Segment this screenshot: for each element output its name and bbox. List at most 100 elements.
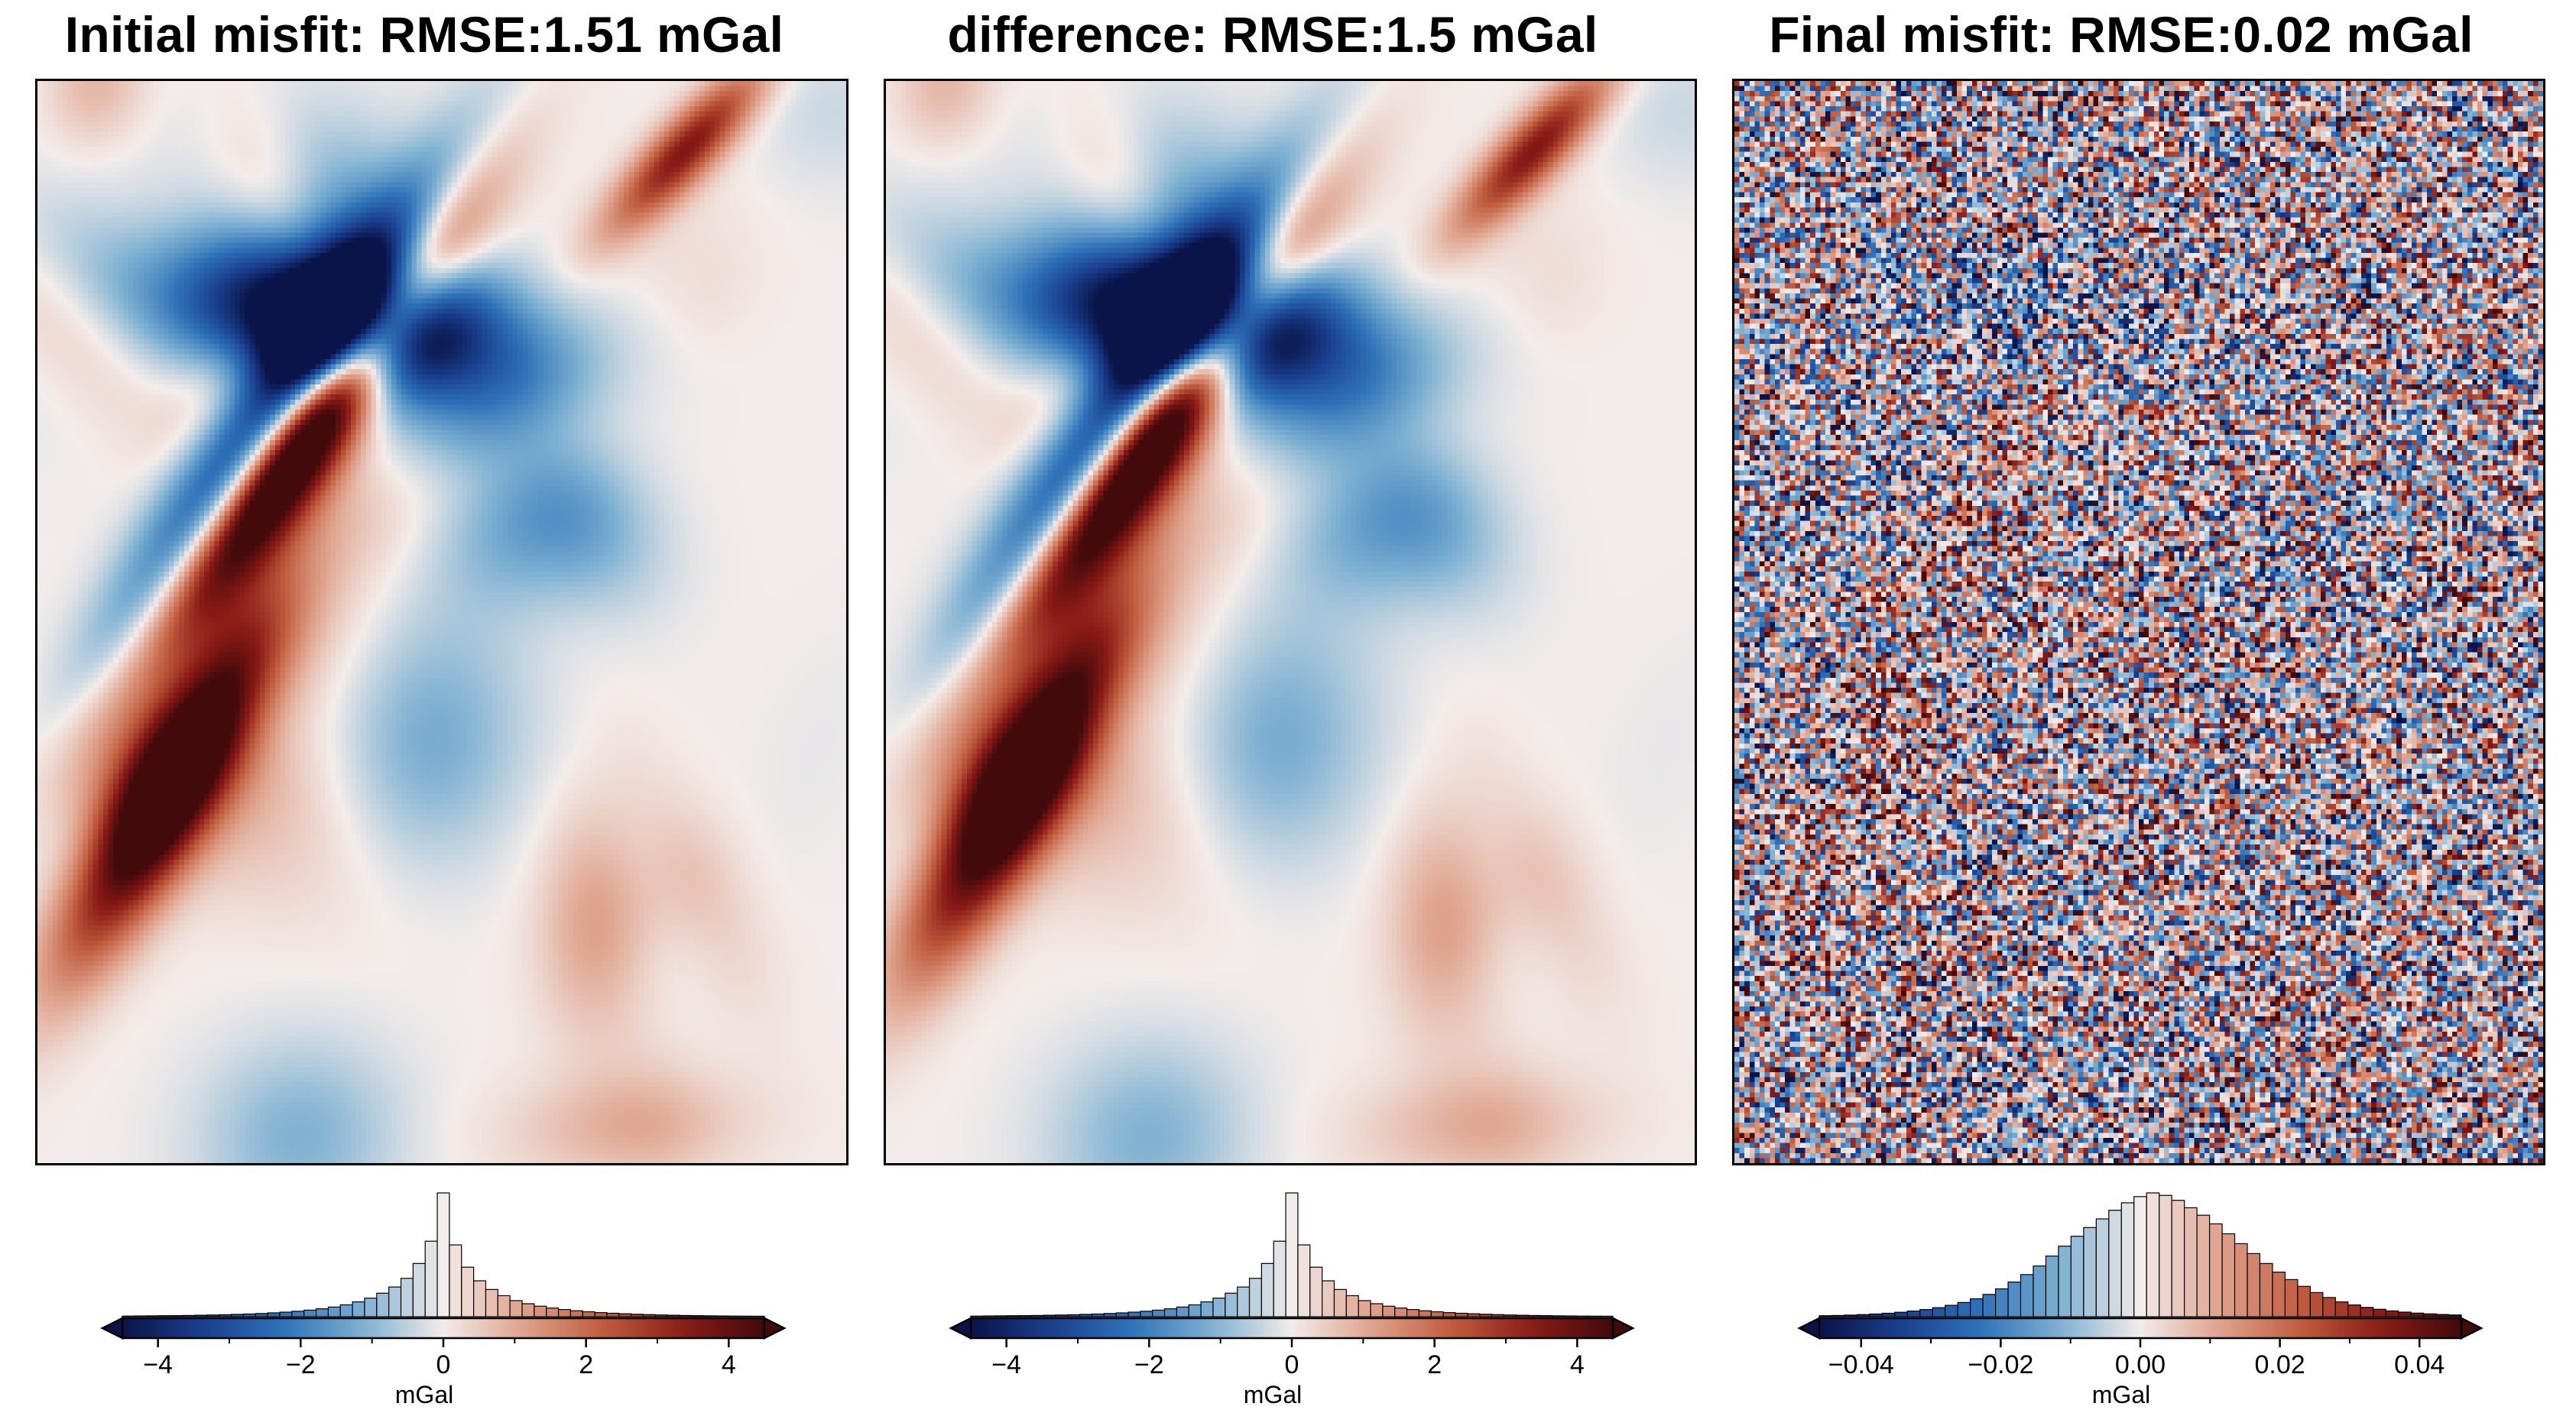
colorbar-gradient [969, 1317, 1614, 1340]
chart-title: difference: RMSE:1.5 mGal [947, 6, 1598, 63]
histogram-bar [1115, 1312, 1129, 1317]
histogram-bar [1030, 1314, 1044, 1317]
histogram-bar [1539, 1315, 1553, 1317]
histogram-bar [1176, 1306, 1189, 1317]
histogram-bar [2410, 1312, 2425, 1317]
histogram-bar [1881, 1312, 1896, 1317]
histogram-bar [1248, 1278, 1262, 1317]
colorbar-tick-label: −2 [1134, 1350, 1164, 1376]
histogram-bar [267, 1312, 281, 1317]
colorbar-tick-label: 0.02 [2255, 1350, 2305, 1376]
histogram-bar [364, 1298, 378, 1317]
histogram-bar [1906, 1310, 1921, 1317]
histogram-bar [2159, 1194, 2172, 1317]
histogram-bar [1455, 1312, 1468, 1317]
colorbar-histogram: −4 −2 0 2 4 [949, 1192, 1635, 1376]
histogram-bar [618, 1313, 632, 1317]
histogram-bar [2083, 1227, 2097, 1317]
histogram-bar [2196, 1214, 2211, 1317]
histogram-bar [2058, 1246, 2072, 1317]
misfit-map [35, 79, 848, 1165]
final-misfit-grid [1734, 81, 2543, 1163]
colorbar-tick-label: −4 [143, 1350, 173, 1376]
histogram-bar [303, 1309, 317, 1317]
histogram-bar [2422, 1313, 2437, 1317]
histogram-bar [1856, 1314, 1870, 1317]
histogram-bar [449, 1244, 462, 1317]
histogram-bar [2184, 1207, 2198, 1317]
histogram-bar [146, 1315, 160, 1317]
panel-difference: difference: RMSE:1.5 mGal −4 −2 0 2 4 mGal [848, 0, 1697, 1413]
difference-grid [886, 81, 1695, 1163]
colorbar-unit-label: mGal [2091, 1381, 2151, 1408]
histogram-bar [1152, 1309, 1166, 1317]
colorbar: −0.04 −0.02 0.00 0.02 0.04 mGal [1697, 1177, 2545, 1413]
histogram-bar [2448, 1314, 2462, 1317]
histogram-bar [206, 1314, 220, 1317]
colorbar-unit-label: mGal [1243, 1381, 1303, 1408]
colorbar-low-triangle [100, 1316, 124, 1340]
histogram-bar [412, 1262, 426, 1317]
histogram-bar [400, 1278, 414, 1317]
colorbar-histogram: −4 −2 0 2 4 [100, 1192, 787, 1376]
histogram-bar [327, 1306, 341, 1317]
histogram-bar [1945, 1304, 1958, 1317]
histogram-bar [654, 1314, 668, 1317]
colorbar-tick-label: 0.00 [2115, 1350, 2166, 1376]
histogram-bar [1322, 1280, 1335, 1317]
histogram-bar [1869, 1313, 1883, 1317]
histogram-bar [2020, 1274, 2034, 1317]
histogram-bar [739, 1315, 753, 1317]
histogram-bar [170, 1314, 183, 1317]
colorbar-tick-label: 2 [579, 1350, 593, 1376]
histogram-bar [2297, 1285, 2311, 1317]
histogram-bar [1333, 1288, 1347, 1317]
histogram-bar [1163, 1308, 1178, 1317]
histogram-bar [315, 1308, 329, 1317]
histogram-bar [2385, 1310, 2399, 1317]
histogram-bar [631, 1314, 644, 1317]
histogram-bar [2435, 1314, 2450, 1317]
histogram-bar [642, 1314, 656, 1317]
histogram-bar [521, 1303, 535, 1317]
histogram-bar [667, 1314, 680, 1317]
colorbar-tick-label: −0.04 [1828, 1350, 1894, 1376]
histogram-bar [1260, 1262, 1274, 1317]
histogram-bar [1831, 1314, 1845, 1317]
histogram-bar [2120, 1202, 2135, 1317]
histogram-bar [1982, 1294, 1997, 1317]
histogram-bar [157, 1315, 171, 1317]
histogram-bar [2360, 1307, 2374, 1317]
histogram-bar [1091, 1313, 1105, 1317]
histogram-bar [1575, 1315, 1589, 1317]
histogram-bar [2208, 1223, 2223, 1317]
histogram-bar [2045, 1256, 2059, 1317]
histogram-bar [1103, 1313, 1117, 1317]
histogram-bar [485, 1288, 498, 1317]
histogram-bar [1079, 1314, 1093, 1317]
histogram-bar [1515, 1314, 1529, 1317]
histogram-bar [461, 1266, 475, 1317]
histogram-bar [1600, 1315, 1614, 1317]
difference-map [884, 79, 1697, 1165]
histogram-bar [1382, 1305, 1396, 1317]
histogram-bar [2347, 1304, 2361, 1317]
histogram-bar [1467, 1313, 1481, 1317]
histogram-bar [2398, 1311, 2412, 1317]
histogram-bar [2095, 1218, 2110, 1317]
histogram-bar [2259, 1262, 2273, 1317]
histogram-bar [970, 1315, 984, 1317]
histogram-bar [2272, 1272, 2286, 1317]
histogram-bar [1043, 1314, 1056, 1317]
histogram-bar [1309, 1266, 1323, 1317]
final-misfit-map [1732, 79, 2545, 1165]
chart-title: Initial misfit: RMSE:1.51 mGal [64, 6, 784, 63]
histogram-bar [1345, 1295, 1359, 1317]
histogram-bar [424, 1240, 438, 1317]
histogram-bar [606, 1312, 620, 1317]
histogram-bar [231, 1314, 245, 1317]
colorbar-tick-label: 4 [1570, 1350, 1585, 1376]
histogram-bar [1370, 1303, 1384, 1317]
histogram-bar [255, 1313, 268, 1317]
colorbar-high-triangle [1611, 1316, 1635, 1340]
